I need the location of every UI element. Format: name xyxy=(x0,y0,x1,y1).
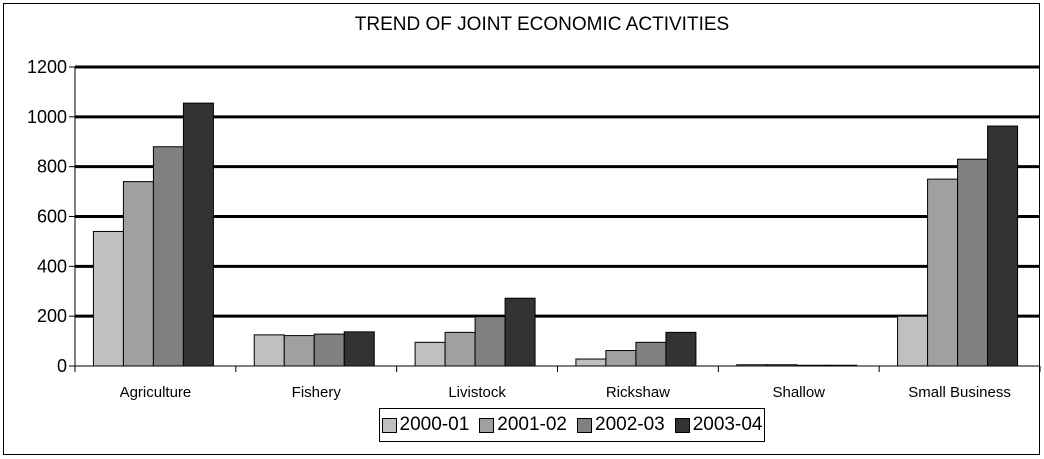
legend-swatch xyxy=(674,417,690,433)
y-tick-label: 800 xyxy=(37,157,67,177)
legend-label: 2003-04 xyxy=(692,414,763,435)
bar-agriculture-2000-01 xyxy=(92,230,124,367)
bar-livistock-2000-01 xyxy=(414,341,446,367)
bar-livistock-2001-02 xyxy=(444,331,476,367)
x-tick-label: Rickshaw xyxy=(606,384,670,401)
legend-item: 2003-04 xyxy=(674,414,763,436)
bar-shallow-2001-02 xyxy=(766,364,798,367)
x-tick-label: Livistock xyxy=(448,384,506,401)
bar-fishery-2001-02 xyxy=(283,335,315,367)
bar-fishery-2000-01 xyxy=(253,334,285,367)
legend-swatch xyxy=(381,417,397,433)
bar-rickshaw-2001-02 xyxy=(605,350,637,367)
chart-title: TREND OF JOINT ECONOMIC ACTIVITIES xyxy=(354,14,730,35)
bar-small-business-2002-03 xyxy=(957,158,989,367)
y-tick-label: 200 xyxy=(37,306,67,326)
y-tick-label: 600 xyxy=(37,207,67,227)
bar-livistock-2002-03 xyxy=(474,316,506,367)
bar-livistock-2003-04 xyxy=(504,297,536,367)
bar-small-business-2001-02 xyxy=(927,178,959,367)
legend-item: 2002-03 xyxy=(577,414,665,436)
legend-label: 2001-02 xyxy=(497,414,567,435)
bar-fishery-2003-04 xyxy=(343,331,375,367)
chart-legend: 2000-01 2001-02 2002-03 2003-04 xyxy=(379,408,765,442)
x-tick-label: Small Business xyxy=(908,384,1011,401)
legend-label: 2000-01 xyxy=(399,414,470,435)
bar-rickshaw-2003-04 xyxy=(665,331,697,367)
legend-item: 2001-02 xyxy=(479,414,567,436)
bar-agriculture-2002-03 xyxy=(152,146,184,367)
bar-shallow-2003-04 xyxy=(826,364,858,367)
x-tick-label: Agriculture xyxy=(120,384,192,401)
y-tick-label: 1000 xyxy=(27,107,67,127)
bar-rickshaw-2000-01 xyxy=(575,358,607,367)
legend-swatch xyxy=(479,417,495,433)
y-tick-label: 400 xyxy=(37,256,67,276)
legend-swatch xyxy=(577,417,592,433)
x-tick-label: Fishery xyxy=(292,384,342,401)
chart-frame xyxy=(3,3,1040,455)
bar-shallow-2002-03 xyxy=(796,364,828,367)
bar-agriculture-2001-02 xyxy=(122,181,154,367)
bar-agriculture-2003-04 xyxy=(182,102,214,367)
bar-small-business-2000-01 xyxy=(897,315,929,367)
x-tick-label: Shallow xyxy=(772,384,825,401)
bar-shallow-2000-01 xyxy=(736,364,768,367)
legend-label: 2002-03 xyxy=(595,414,665,435)
bar-small-business-2003-04 xyxy=(987,125,1019,367)
legend-item: 2000-01 xyxy=(381,414,470,436)
y-tick-label: 0 xyxy=(57,356,67,376)
bar-fishery-2002-03 xyxy=(313,333,345,367)
bar-rickshaw-2002-03 xyxy=(635,341,667,367)
y-tick-label: 1200 xyxy=(27,57,67,77)
